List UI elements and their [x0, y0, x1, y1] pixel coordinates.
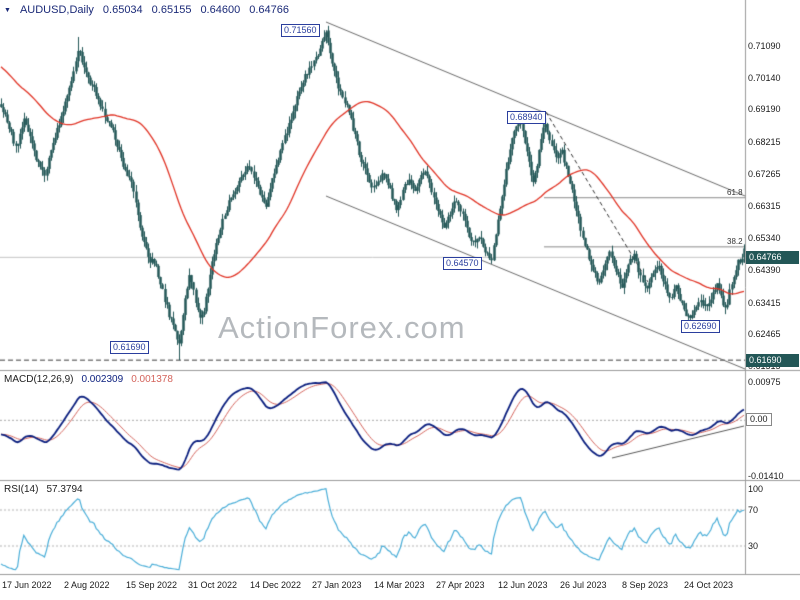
macd-scale-label: -0.01410	[748, 471, 784, 482]
rsi-indicator-label: RSI(14) 57.3794	[4, 484, 83, 495]
price-scale-label: 0.62465	[748, 329, 781, 340]
symbol-menu-icon[interactable]: ▼	[4, 6, 11, 14]
symbol-timeframe-label: AUDUSD,Daily	[19, 4, 94, 16]
date-axis-label: 14 Dec 2022	[250, 580, 302, 590]
price-annotation: 0.68940	[507, 111, 546, 125]
macd-name: MACD(12,26,9)	[4, 374, 74, 385]
price-scale-label: 0.68215	[748, 137, 781, 148]
rsi-scale-label: 100	[748, 484, 764, 494]
macd-indicator-label: MACD(12,26,9) 0.002309 0.001378	[4, 374, 173, 385]
price-annotation: 0.61690	[110, 340, 149, 354]
price-scale-label: 0.69190	[748, 104, 781, 115]
macd-scale-label: 0.00	[746, 413, 772, 427]
macd-value: 0.002309	[81, 374, 124, 385]
date-axis-label: 27 Jan 2023	[312, 580, 362, 590]
date-axis-label: 24 Oct 2023	[684, 580, 734, 590]
high-value: 0.65155	[151, 4, 192, 16]
price-annotation: 0.62690	[681, 320, 720, 334]
price-scale-label: 0.65340	[748, 233, 781, 244]
rsi-scale-label: 30	[748, 541, 759, 551]
price-annotation: 0.71560	[281, 23, 320, 37]
price-scale-label: 0.71090	[748, 41, 781, 51]
fib-retracement-label: 38.2	[727, 236, 743, 246]
rsi-name: RSI(14)	[4, 484, 39, 495]
close-value: 0.64766	[249, 4, 289, 16]
price-scale-label: 0.67265	[748, 168, 781, 179]
chart-title: ▼ AUDUSD,Daily 0.65034 0.65155 0.64600 0…	[4, 4, 289, 16]
date-axis-label: 14 Mar 2023	[374, 580, 425, 590]
date-axis-label: 31 Oct 2022	[188, 580, 238, 590]
rsi-value: 57.3794	[46, 484, 83, 495]
date-axis-label: 26 Jul 2023	[560, 580, 607, 590]
current-price-badge: 0.64766	[746, 251, 799, 265]
date-axis-label: 8 Sep 2023	[622, 580, 669, 590]
low-value: 0.64600	[200, 4, 241, 16]
price-scale-label: 0.70140	[748, 72, 781, 83]
date-axis-label: 17 Jun 2022	[2, 580, 52, 590]
date-axis-label: 27 Apr 2023	[436, 580, 485, 590]
date-axis-label: 2 Aug 2022	[64, 580, 110, 590]
fib-retracement-label: 61.8	[727, 187, 743, 197]
rsi-scale-label: 70	[748, 505, 759, 515]
macd-scale-label: 0.00975	[748, 376, 781, 387]
support-price-badge: 0.61690	[746, 354, 799, 368]
macd-signal-value: 0.001378	[131, 374, 173, 385]
price-annotation: 0.64570	[443, 257, 482, 271]
price-scale-label: 0.66315	[748, 200, 781, 211]
price-scale-label: 0.63415	[748, 297, 781, 308]
date-axis-label: 15 Sep 2022	[126, 580, 178, 590]
date-axis-label: 12 Jun 2023	[498, 580, 548, 590]
price-scale-label: 0.64390	[748, 264, 781, 275]
open-value: 0.65034	[102, 4, 143, 16]
